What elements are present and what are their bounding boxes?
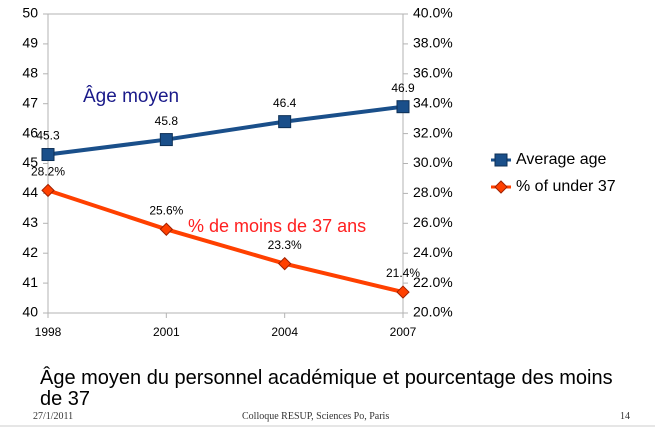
y-tick-label: 47 [22, 94, 38, 110]
x-tick-label: 2001 [153, 325, 180, 339]
marker [396, 100, 410, 114]
y-tick-label: 42 [22, 244, 38, 260]
data-label: 46.4 [273, 96, 297, 110]
marker [41, 183, 55, 198]
y-tick-label: 50 [22, 5, 38, 21]
annotation: Âge moyen [83, 85, 179, 107]
caption: Âge moyen du personnel académique et pou… [40, 367, 613, 410]
y-tick-label: 48 [22, 65, 38, 81]
x-tick-label: 1998 [35, 325, 62, 339]
y-tick-label: 46 [22, 124, 38, 140]
y-tick-label: 43 [22, 214, 38, 230]
x-tick-label: 2004 [271, 325, 298, 339]
legend-label: % of under 37 [516, 178, 616, 195]
y-tick-label: 49 [22, 35, 38, 51]
legend-label: Average age [516, 151, 607, 168]
y2-tick-label: 36.0% [413, 65, 453, 81]
footer-event: Colloque RESUP, Sciences Po, Paris [242, 411, 390, 422]
y-tick-label: 44 [22, 184, 38, 200]
annotation: % de moins de 37 ans [188, 216, 366, 236]
data-label: 23.3% [268, 238, 302, 252]
x-tick-label: 2007 [390, 325, 417, 339]
data-label: 21.4% [386, 266, 420, 280]
series-line [47, 188, 404, 295]
y-tick-label: 45 [22, 154, 38, 170]
y2-tick-label: 20.0% [413, 304, 453, 320]
y2-tick-label: 40.0% [413, 5, 453, 21]
y2-tick-label: 30.0% [413, 154, 453, 170]
marker [159, 133, 173, 147]
footer-page: 14 [620, 411, 630, 422]
y2-tick-label: 24.0% [413, 244, 453, 260]
marker [396, 285, 410, 299]
plot-frame [47, 13, 404, 314]
y2-tick-label: 26.0% [413, 214, 453, 230]
y-tick-label: 41 [22, 274, 38, 290]
data-label: 28.2% [31, 165, 65, 179]
y2-tick-label: 28.0% [413, 184, 453, 200]
marker [277, 256, 292, 271]
data-label: 46.9 [391, 81, 415, 95]
marker [278, 115, 292, 129]
legend-marker [494, 153, 508, 167]
y2-tick-label: 32.0% [413, 124, 453, 140]
data-label: 45.3 [36, 129, 60, 143]
legend-marker [494, 180, 508, 194]
y2-tick-label: 22.0% [413, 274, 453, 290]
data-label: 25.6% [149, 203, 183, 217]
data-label: 45.8 [155, 114, 179, 128]
marker [159, 222, 174, 236]
y2-tick-label: 38.0% [413, 35, 453, 51]
y2-tick-label: 34.0% [413, 94, 453, 110]
marker [41, 148, 55, 162]
y-tick-label: 40 [22, 304, 38, 320]
series-line [47, 104, 404, 157]
footer-date: 27/1/2011 [33, 411, 74, 422]
